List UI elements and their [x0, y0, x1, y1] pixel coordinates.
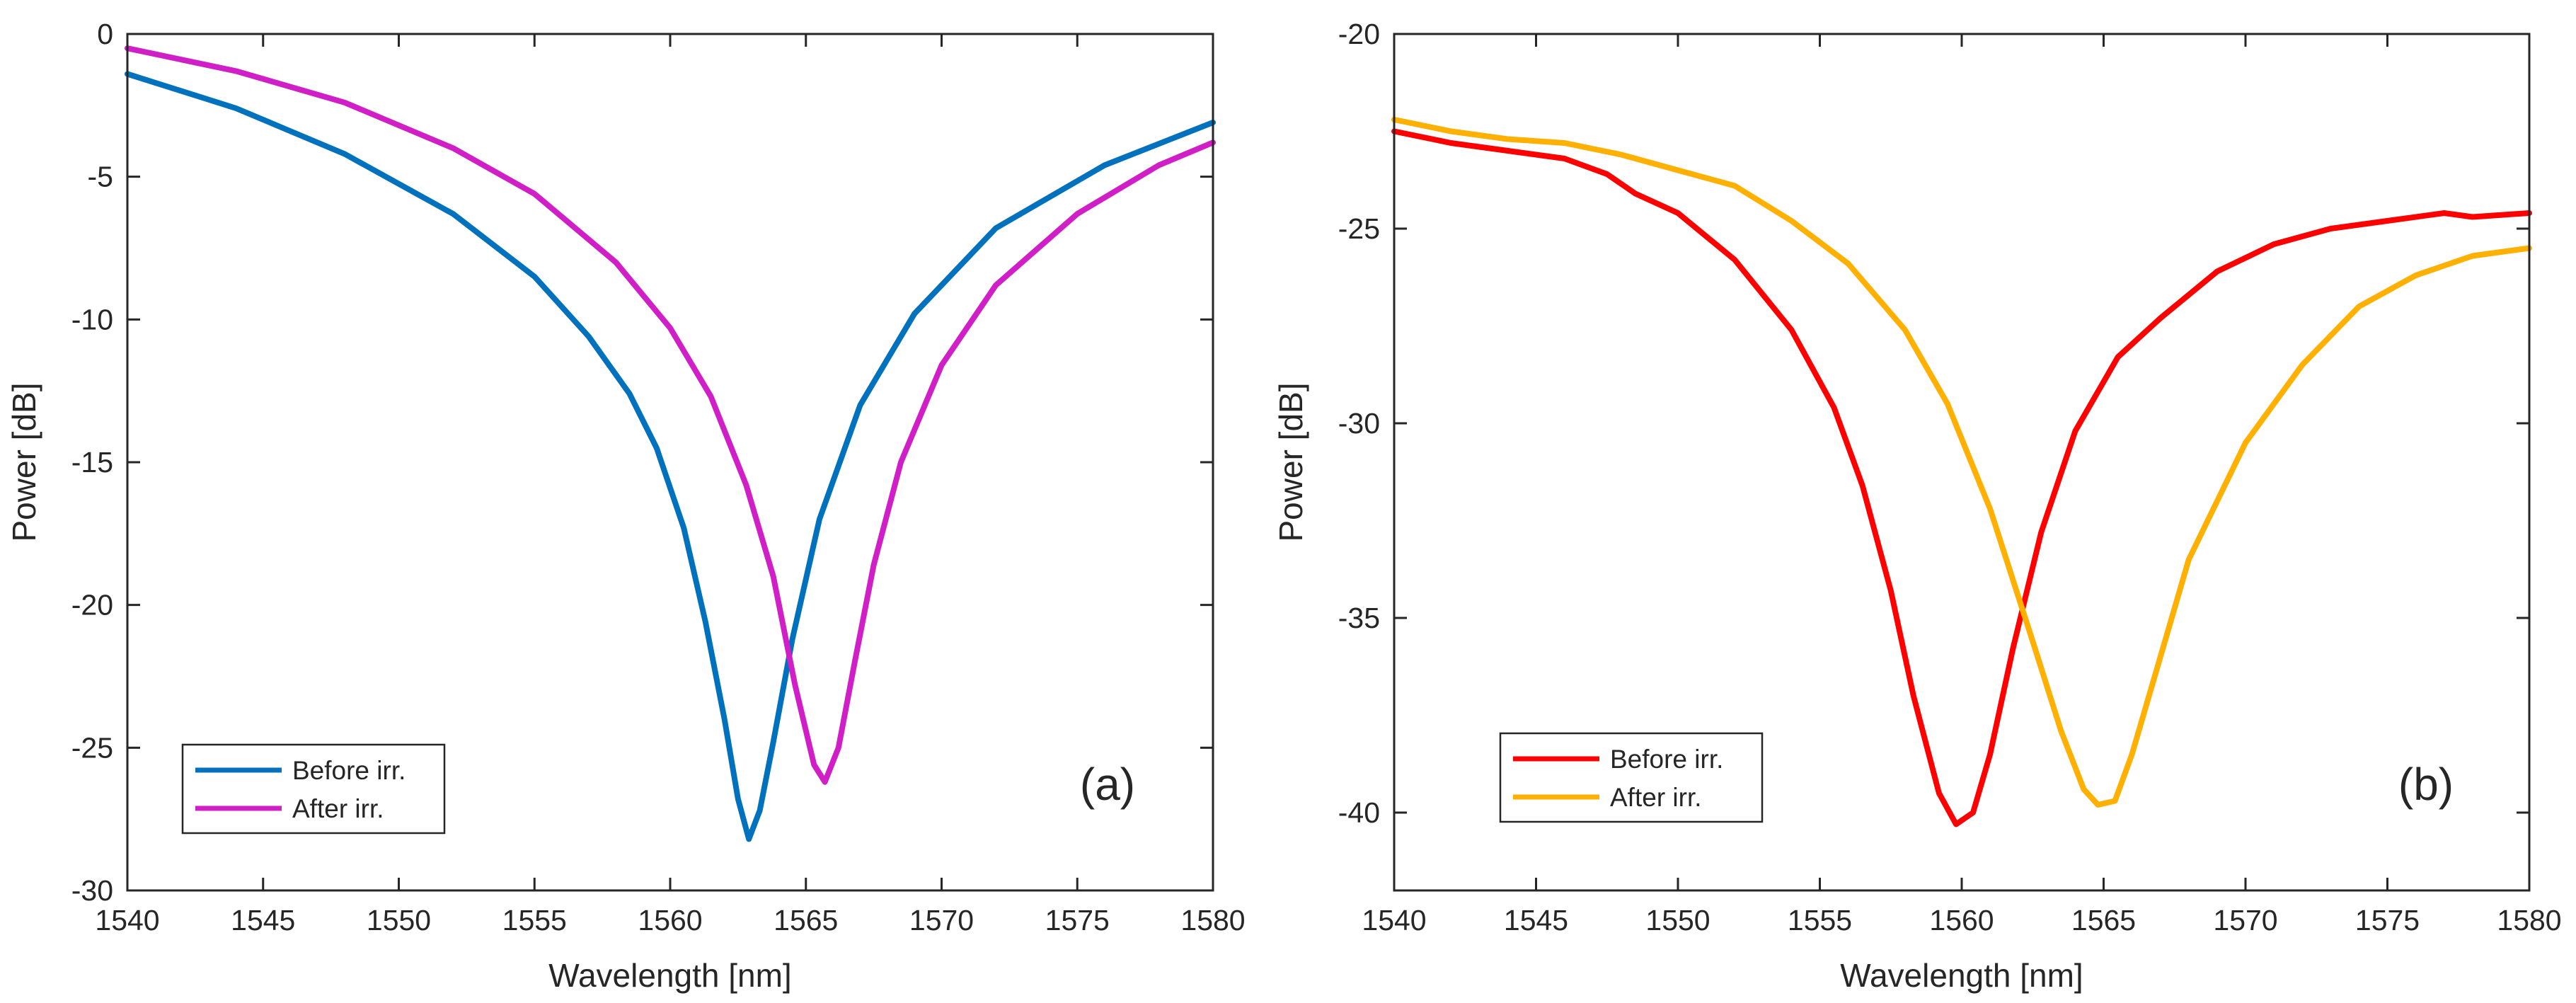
panel-b-y-axis-label: Power [dB]	[1272, 383, 1309, 542]
panel-a-legend-box	[181, 743, 446, 835]
x-tick-label: 1580	[2497, 904, 2561, 936]
x-tick-label: 1555	[502, 904, 567, 936]
x-tick-label: 1550	[1645, 904, 1710, 936]
y-tick-label: -35	[1338, 602, 1380, 634]
y-tick-label: 0	[97, 18, 113, 50]
y-tick-label: -25	[71, 731, 113, 764]
y-tick-label: -25	[1338, 212, 1380, 245]
x-tick-label: 1540	[95, 904, 159, 936]
series-line-before-irr	[1391, 128, 2532, 827]
panel-b-axes-box	[1393, 33, 2531, 892]
y-tick-label: -30	[1338, 407, 1380, 440]
y-tick-label: -5	[88, 161, 113, 193]
x-tick-label: 1570	[909, 904, 974, 936]
panel-a-ticks: 1540 1545 1550 1555 1560 1565 1570 1575 1580 0 -5 -…	[71, 18, 1246, 936]
y-tick-label: -20	[71, 589, 113, 621]
y-tick-label: -15	[71, 446, 113, 478]
panel-b-legend-label-after: After irr.	[1610, 783, 1702, 812]
panel-a-axes-box	[126, 33, 1214, 892]
x-tick-label: 1545	[231, 904, 295, 936]
panel-b-ticks: 1540 1545 1550 1555 1560 1565 1570 1575 1580 -20 -…	[1338, 18, 2562, 936]
panel-a-series	[125, 45, 1216, 842]
x-tick-label: 1560	[1929, 904, 1994, 936]
panel-a-y-axis-label: Power [dB]	[6, 383, 42, 542]
panel-b-x-axis-label: Wavelength [nm]	[1840, 957, 2083, 994]
x-tick-label: 1575	[2355, 904, 2420, 936]
series-line-after-irr	[125, 45, 1216, 785]
x-tick-label: 1540	[1362, 904, 1426, 936]
x-tick-label: 1565	[774, 904, 838, 936]
series-line-after-irr	[1391, 117, 2532, 808]
x-tick-label: 1560	[638, 904, 702, 936]
y-tick-label: -10	[71, 303, 113, 336]
y-tick-label: -40	[1338, 796, 1380, 829]
panel-b-legend-label-before: Before irr.	[1610, 745, 1723, 774]
x-tick-label: 1565	[2071, 904, 2136, 936]
panel-b-power-vs-wavelength: 1540 1545 1550 1555 1560 1565 1570 1575 1580 -20 -…	[1272, 18, 2562, 994]
panel-a-power-vs-wavelength: 1540 1545 1550 1555 1560 1565 1570 1575 1580 0 -5 -…	[6, 18, 1246, 994]
panel-a-legend-label-before: Before irr.	[292, 756, 406, 785]
panel-b-legend-box	[1499, 732, 1764, 823]
panel-a-tag: (a)	[1080, 759, 1135, 810]
x-tick-label: 1575	[1045, 904, 1110, 936]
y-tick-label: -20	[1338, 18, 1380, 50]
series-line-before-irr	[125, 71, 1216, 842]
x-tick-label: 1580	[1180, 904, 1245, 936]
x-tick-label: 1545	[1504, 904, 1568, 936]
panel-a-legend-label-after: After irr.	[292, 794, 384, 823]
panel-b-tag: (b)	[2398, 759, 2454, 810]
panel-b-series	[1391, 117, 2532, 827]
panel-a-x-axis-label: Wavelength [nm]	[548, 957, 791, 994]
panel-b-legend: Before irr. After irr.	[1499, 732, 1764, 823]
x-tick-label: 1570	[2213, 904, 2277, 936]
x-tick-label: 1555	[1788, 904, 1852, 936]
x-tick-label: 1550	[367, 904, 431, 936]
panel-a-legend: Before irr. After irr.	[181, 743, 446, 835]
y-tick-label: -30	[71, 874, 113, 907]
